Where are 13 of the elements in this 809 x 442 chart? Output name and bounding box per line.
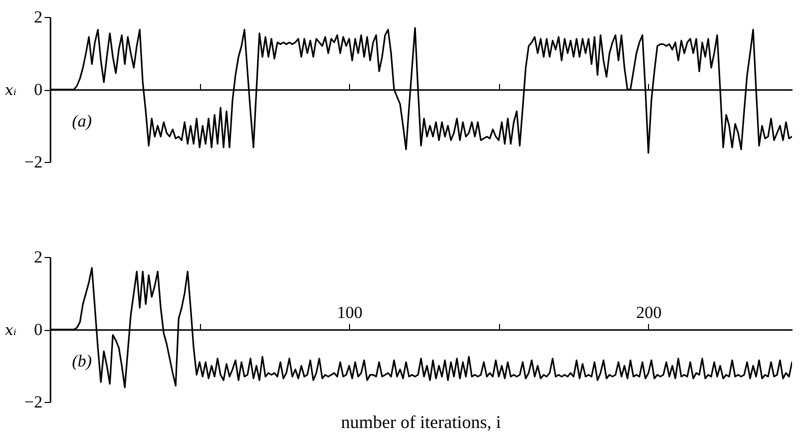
annotation: (b) [72,351,92,370]
x-axis-title: number of iterations, i [341,412,501,432]
x-tick-label: 200 [636,303,662,322]
y-tick-label: 2 [34,8,42,26]
y-tick-label: 0 [34,320,42,339]
y-tick-label: 0 [34,80,42,99]
y-axis-title: xᵢ [4,81,16,99]
y-tick-label: −2 [24,152,42,172]
annotation: (a) [72,111,92,130]
y-tick-label: −2 [24,392,42,412]
y-tick-label: 2 [34,248,42,266]
x-tick-label: 100 [336,303,362,322]
y-axis-title: xᵢ [4,321,16,339]
